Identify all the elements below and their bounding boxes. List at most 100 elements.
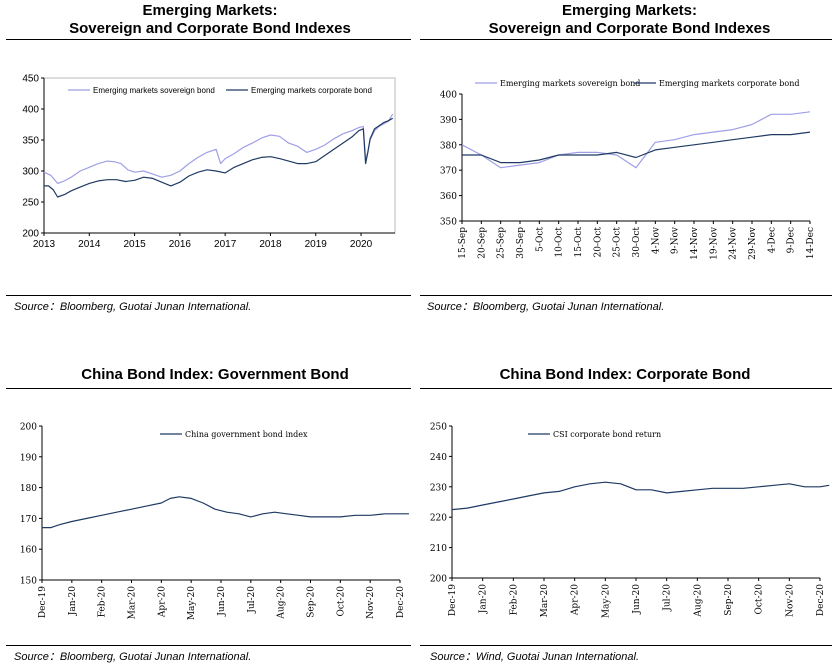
panel-3-bottom-rule	[6, 645, 411, 646]
x-tick-label: Jan-20	[68, 586, 78, 617]
x-tick-label: 19-Nov	[709, 226, 719, 260]
y-tick-label: 360	[440, 192, 457, 202]
legend-label: Emerging markets corporate bond	[251, 86, 372, 95]
y-tick-label: 250	[430, 423, 447, 433]
x-tick-label: 25-Sep	[497, 227, 507, 259]
x-tick-label: 2013	[33, 239, 56, 250]
x-tick-label: Feb-20	[509, 584, 519, 616]
x-tick-label: Mar-20	[540, 584, 550, 618]
panel-1-top-rule	[6, 39, 411, 40]
y-tick-label: 210	[430, 544, 447, 554]
panel-1-title: Emerging Markets: Sovereign and Corporat…	[69, 2, 351, 37]
x-tick-label: 5-Oct	[535, 227, 545, 252]
legend-label: China government bond index	[185, 430, 308, 439]
panel-3-title: China Bond Index: Government Bond	[81, 366, 349, 383]
series-line-1	[461, 111, 811, 169]
y-tick-label: 350	[22, 136, 39, 147]
y-tick-label: 220	[430, 514, 447, 524]
x-tick-label: 2018	[259, 239, 282, 250]
series-line-1	[42, 496, 409, 529]
legend-label: CSI corporate bond return	[553, 430, 661, 439]
x-tick-label: 2019	[305, 239, 328, 250]
y-tick-label: 230	[430, 483, 447, 493]
panel-2-title: Emerging Markets: Sovereign and Corporat…	[488, 2, 771, 37]
y-tick-label: 200	[20, 423, 37, 433]
x-tick-label: Jul-20	[247, 586, 257, 614]
panel-3-top-rule	[6, 388, 411, 389]
y-tick-label: 300	[22, 167, 39, 178]
panel-4-top-rule	[420, 388, 832, 389]
panel-1-source: Source：Bloomberg, Guotai Junan Internati…	[14, 301, 252, 313]
x-tick-label: 2015	[123, 239, 146, 250]
plot-frame	[43, 77, 396, 234]
x-tick-label: Aug-20	[693, 584, 703, 618]
x-tick-label: Aug-20	[277, 586, 287, 620]
x-tick-label: Jun-20	[217, 586, 227, 617]
series-line-2	[44, 117, 393, 198]
x-tick-label: Sep-20	[307, 586, 317, 618]
y-tick-label: 180	[20, 484, 37, 494]
y-tick-label: 170	[20, 515, 37, 525]
x-tick-label: 15-Sep	[458, 227, 468, 259]
x-tick-label: Dec-20	[816, 584, 826, 616]
y-tick-label: 160	[20, 546, 37, 556]
x-tick-label: 4-Dec	[767, 227, 777, 253]
x-tick-label: Sep-20	[724, 584, 734, 616]
y-tick-label: 200	[430, 575, 447, 585]
panel-4-title: China Bond Index: Corporate Bond	[499, 366, 751, 383]
x-tick-label: May-20	[187, 586, 197, 620]
x-tick-label: Apr-20	[571, 584, 581, 616]
y-tick-label: 150	[20, 577, 37, 587]
x-tick-label: 14-Nov	[690, 226, 700, 260]
y-tick-label: 190	[20, 453, 37, 463]
y-tick-label: 380	[440, 141, 457, 151]
x-tick-label: Oct-20	[336, 586, 346, 617]
x-tick-label: Feb-20	[98, 586, 108, 618]
series-line-1	[451, 481, 830, 511]
y-tick-label: 240	[430, 453, 447, 463]
x-tick-label: Dec-20	[396, 586, 406, 618]
x-tick-label: 25-Oct	[613, 227, 623, 258]
y-tick-label: 450	[22, 74, 39, 85]
x-tick-label: Jul-20	[663, 584, 673, 612]
x-tick-label: Oct-20	[755, 584, 765, 615]
y-tick-label: 370	[440, 167, 457, 177]
x-tick-label: Nov-20	[785, 584, 795, 617]
x-tick-label: Mar-20	[128, 586, 138, 620]
panel-4-bottom-rule	[420, 645, 832, 646]
legend-label: Emerging markets sovereign bond	[93, 86, 215, 95]
chart-3: 150 160 170 180 190 200 Dec-19 Jan-20 Feb-20 Mar-…	[20, 423, 409, 620]
panel-2-bottom-rule	[420, 295, 832, 296]
x-tick-label: 4-Nov	[651, 226, 661, 254]
x-tick-label: 29-Nov	[748, 226, 758, 260]
x-tick-label: 10-Oct	[555, 227, 565, 258]
x-tick-label: Apr-20	[157, 586, 167, 618]
x-tick-label: 2017	[214, 239, 237, 250]
x-tick-label: 30-Sep	[516, 227, 526, 259]
x-tick-label: May-20	[601, 584, 611, 618]
chart-4: 200 210 220 230 240 250 Dec-19 Jan-20 Feb-20 Mar-…	[430, 423, 830, 618]
x-tick-label: 9-Nov	[671, 226, 681, 254]
x-tick-label: 15-Oct	[574, 227, 584, 258]
series-line-2	[462, 131, 811, 164]
x-tick-label: 30-Oct	[632, 227, 642, 258]
y-tick-label: 250	[22, 198, 39, 209]
x-tick-label: 2014	[78, 239, 101, 250]
chart-2: 350 360 370 380 390 400 15-Sep 20-Sep 25-Sep 30-S…	[440, 79, 816, 260]
panel-1-bottom-rule	[6, 295, 411, 296]
x-tick-label: 20-Oct	[593, 227, 603, 258]
series-line-1	[43, 113, 394, 185]
legend-label: Emerging markets sovereign bond	[500, 79, 640, 88]
panel-4-source: Source：Wind, Guotai Junan International.	[430, 651, 640, 663]
x-tick-label: Jun-20	[632, 584, 642, 615]
y-tick-label: 350	[440, 218, 457, 228]
chart-1: 200 250 300 350 400 450 2013 2014 2015 2016 2017 20…	[22, 74, 396, 250]
panel-2-source: Source：Bloomberg, Guotai Junan Internati…	[427, 301, 665, 313]
x-tick-label: 20-Sep	[477, 227, 487, 259]
x-tick-label: Dec-19	[38, 586, 48, 618]
y-tick-label: 400	[22, 105, 39, 116]
y-tick-label: 200	[22, 229, 39, 240]
y-tick-label: 390	[440, 116, 457, 126]
x-tick-label: 2020	[350, 239, 373, 250]
x-tick-label: 14-Dec	[806, 227, 816, 259]
